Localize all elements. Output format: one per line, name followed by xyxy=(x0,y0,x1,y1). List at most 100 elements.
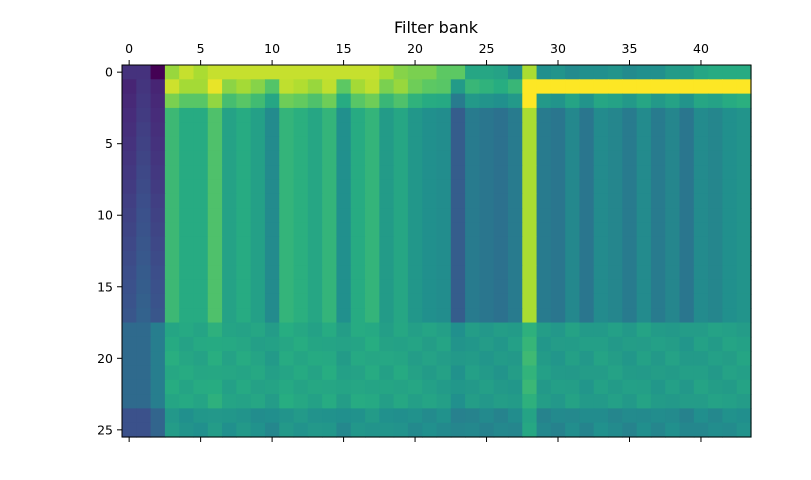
heatmap-cell xyxy=(293,179,309,195)
heatmap-cell xyxy=(207,322,223,338)
heatmap-cell xyxy=(536,308,552,324)
heatmap-cell xyxy=(236,251,252,266)
heatmap-cell xyxy=(150,236,166,252)
heatmap-cell xyxy=(307,93,323,109)
heatmap-cell xyxy=(150,308,166,324)
heatmap-cell xyxy=(722,251,738,266)
heatmap-cell xyxy=(150,422,166,438)
heatmap-cell xyxy=(422,79,438,95)
heatmap-cell xyxy=(379,193,395,209)
heatmap-cell xyxy=(379,365,395,381)
heatmap-cell xyxy=(393,351,409,367)
heatmap-cell xyxy=(708,265,724,281)
heatmap-cell xyxy=(150,379,166,395)
heatmap-cell xyxy=(336,365,352,381)
heatmap-cell xyxy=(293,107,309,123)
heatmap-cell xyxy=(407,308,423,324)
heatmap-cell xyxy=(493,422,509,438)
heatmap-cell xyxy=(693,365,709,381)
heatmap-cell xyxy=(722,365,738,381)
heatmap-cell xyxy=(708,379,724,395)
heatmap-cell xyxy=(436,351,452,367)
heatmap-cell xyxy=(350,279,366,295)
heatmap-cell xyxy=(493,365,509,381)
heatmap-cell xyxy=(222,422,237,438)
heatmap-cell xyxy=(136,107,152,123)
heatmap-cell xyxy=(722,107,738,123)
heatmap-cell xyxy=(436,107,452,123)
heatmap-cell xyxy=(422,236,438,252)
heatmap-cell xyxy=(264,150,280,166)
heatmap-cell xyxy=(479,208,495,223)
heatmap-cell xyxy=(493,236,509,252)
heatmap-cell xyxy=(579,251,595,266)
heatmap-cell xyxy=(579,107,595,123)
heatmap-cell xyxy=(293,351,309,367)
heatmap-cell xyxy=(593,394,609,409)
heatmap-cell xyxy=(179,122,195,138)
heatmap-cell xyxy=(507,93,523,109)
heatmap-cell xyxy=(250,265,266,281)
heatmap-cell xyxy=(236,351,252,367)
heatmap-cell xyxy=(164,379,180,395)
heatmap-cell xyxy=(250,379,266,395)
heatmap-cell xyxy=(436,265,452,281)
heatmap-cell xyxy=(679,351,695,367)
heatmap-cell xyxy=(650,150,666,166)
heatmap-cell xyxy=(193,251,209,266)
x-tick-label: 15 xyxy=(336,41,352,56)
heatmap-cell xyxy=(493,322,509,338)
heatmap-cell xyxy=(450,308,466,324)
heatmap-cell xyxy=(679,222,695,238)
heatmap-cell xyxy=(450,422,466,438)
heatmap-cell xyxy=(379,222,395,238)
heatmap-cell xyxy=(422,193,438,209)
heatmap-cell xyxy=(207,79,223,95)
heatmap-cell xyxy=(336,394,352,409)
heatmap-cell xyxy=(550,279,566,295)
heatmap-cell xyxy=(479,165,495,181)
heatmap-cell xyxy=(436,179,452,195)
heatmap-cell xyxy=(407,265,423,281)
heatmap-cell xyxy=(507,379,523,395)
heatmap-cell xyxy=(708,193,724,209)
heatmap-cell xyxy=(250,79,266,95)
heatmap-cell xyxy=(279,179,295,195)
y-axis-ticks: 0 5 10 15 20 25 xyxy=(97,65,122,437)
heatmap-cell xyxy=(465,379,480,395)
heatmap-cell xyxy=(279,79,295,95)
heatmap-cell xyxy=(236,193,252,209)
heatmap-cell xyxy=(465,93,480,109)
heatmap-cell xyxy=(550,365,566,381)
heatmap-cell xyxy=(365,136,380,152)
heatmap-cell xyxy=(436,422,452,438)
heatmap-cell xyxy=(307,379,323,395)
heatmap-cell xyxy=(293,265,309,281)
heatmap-cell xyxy=(322,165,338,181)
heatmap-cell xyxy=(608,422,623,438)
heatmap-cell xyxy=(222,365,237,381)
heatmap-cell xyxy=(393,379,409,395)
heatmap-cell xyxy=(622,408,638,424)
heatmap-cell xyxy=(650,265,666,281)
y-tick-label: 5 xyxy=(105,136,113,151)
heatmap-cell xyxy=(193,322,209,338)
heatmap-cell xyxy=(393,107,409,123)
heatmap-cell xyxy=(236,179,252,195)
heatmap-cell xyxy=(379,165,395,181)
heatmap-cell xyxy=(293,222,309,238)
heatmap-cell xyxy=(150,394,166,409)
heatmap-cell xyxy=(622,351,638,367)
heatmap-cell xyxy=(579,308,595,324)
heatmap-cell xyxy=(164,65,180,80)
heatmap-cell xyxy=(550,293,566,309)
heatmap-cell xyxy=(207,93,223,109)
heatmap-cell xyxy=(650,93,666,109)
heatmap-cell xyxy=(536,93,552,109)
heatmap-cell xyxy=(264,193,280,209)
heatmap-cell xyxy=(493,208,509,223)
heatmap-cell xyxy=(636,279,652,295)
heatmap-cell xyxy=(507,193,523,209)
heatmap-cell xyxy=(650,351,666,367)
heatmap-cell xyxy=(550,222,566,238)
